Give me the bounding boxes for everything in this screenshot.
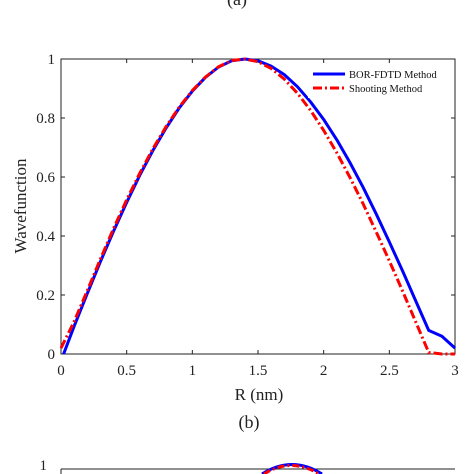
x-tick-label: 2 <box>320 363 328 379</box>
x-tick-label: 3 <box>451 363 459 379</box>
y-ticks: 0 0.2 0.4 0.6 0.8 1 <box>36 52 455 363</box>
y-tick-label: 0.8 <box>36 111 55 127</box>
next-panel-ytick: 1 <box>40 458 48 474</box>
x-ticks: 0 0.5 1 1.5 2 2.5 3 <box>57 59 459 379</box>
panel-label-a: (a) <box>227 0 247 10</box>
x-axis-title: R (nm) <box>235 385 284 404</box>
x-tick-label: 0.5 <box>117 363 136 379</box>
y-axis-title: Wavefunction <box>11 158 30 253</box>
series-line-shooting <box>59 57 455 356</box>
y-tick-label: 1 <box>48 52 56 68</box>
x-tick-label: 1 <box>189 363 197 379</box>
y-tick-label: 0.2 <box>36 288 55 304</box>
next-panel-red-curve <box>263 464 320 474</box>
legend-label-bor-fdtd: BOR-FDTD Method <box>349 70 438 81</box>
series-layer <box>59 57 457 356</box>
legend-label-shooting: Shooting Method <box>349 84 423 95</box>
next-panel-partial: 1 <box>40 458 455 474</box>
panel-label-b: (b) <box>239 412 260 433</box>
x-tick-label: 1.5 <box>249 363 268 379</box>
plot-area: 0 0.5 1 1.5 2 2.5 3 0 0.2 0.4 0.6 0.8 1 BOR-FDTD Me… <box>36 52 459 379</box>
y-tick-label: 0.6 <box>36 170 55 186</box>
y-tick-label: 0.4 <box>36 229 55 245</box>
y-tick-label: 0 <box>48 347 56 363</box>
legend: BOR-FDTD Method Shooting Method <box>308 65 450 98</box>
legend-box <box>308 65 450 98</box>
x-tick-label: 2.5 <box>380 363 399 379</box>
axes-box <box>60 58 456 355</box>
x-tick-label: 0 <box>57 363 65 379</box>
